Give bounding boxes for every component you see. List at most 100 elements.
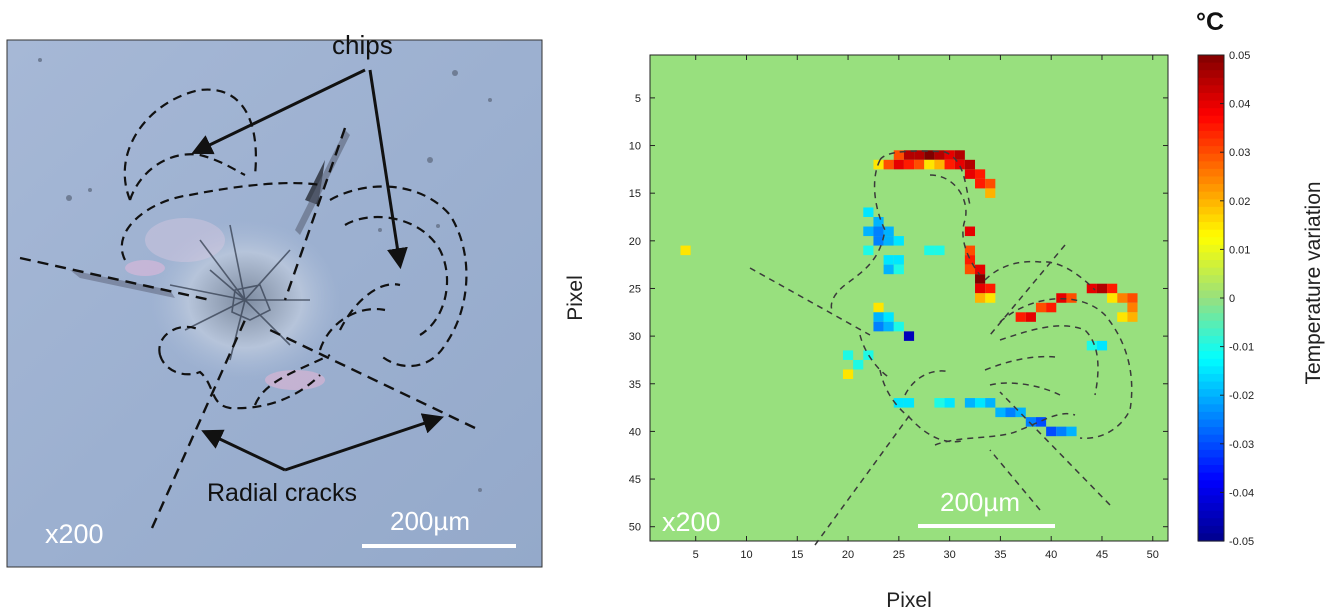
colorbar-segment bbox=[1198, 115, 1224, 124]
x-tick-label: 5 bbox=[693, 549, 699, 561]
x-tick-label: 45 bbox=[1096, 549, 1108, 561]
annotation-arrows bbox=[191, 68, 444, 472]
x-tick-label: 40 bbox=[1045, 549, 1057, 561]
x-axis-label: Pixel bbox=[886, 589, 932, 612]
heatmap-cell bbox=[1086, 283, 1097, 294]
heatmap-cell bbox=[842, 350, 854, 360]
heatmap-cell bbox=[964, 226, 976, 237]
colorbar-segment bbox=[1198, 85, 1224, 94]
colorbar-tick-label: 0.01 bbox=[1229, 244, 1250, 256]
heatmap-cell bbox=[1025, 312, 1036, 322]
colorbar-tick-label: -0.02 bbox=[1229, 390, 1254, 402]
colorbar-segment bbox=[1198, 343, 1224, 352]
heatmap-cell bbox=[893, 236, 904, 246]
heatmap-cell bbox=[893, 398, 904, 408]
colorbar-segment bbox=[1198, 282, 1224, 291]
colorbar-segment bbox=[1198, 335, 1224, 345]
colorbar-title: Temperature variation bbox=[1302, 181, 1325, 384]
heatmap-cell bbox=[873, 217, 884, 227]
colorbar-segment bbox=[1198, 244, 1224, 254]
radial-crack-lines bbox=[19, 127, 476, 529]
micrograph-scale-label: 200µm bbox=[390, 506, 470, 536]
colorbar-segment bbox=[1198, 381, 1224, 390]
cracks-arrow-right bbox=[284, 413, 444, 472]
colorbar-segment bbox=[1198, 146, 1224, 155]
colorbar-segment bbox=[1198, 525, 1224, 534]
colorbar-tick-label: 0.05 bbox=[1229, 50, 1250, 62]
heatmap-cell bbox=[863, 226, 874, 237]
thermal-map-panel: 5 10 15 20 25 30 35 40 45 50 5101520253035404550 … bbox=[564, 8, 1325, 612]
colorbar-tick-label: -0.03 bbox=[1229, 439, 1254, 451]
x-tick-label: 35 bbox=[994, 549, 1006, 561]
colorbar-segment bbox=[1198, 465, 1224, 474]
heatmap-cell bbox=[1066, 293, 1077, 303]
heatmap-cell bbox=[1096, 283, 1108, 294]
colorbar-segment bbox=[1198, 472, 1224, 481]
heatmap-cell bbox=[883, 312, 894, 322]
colorbar-segment bbox=[1198, 206, 1224, 216]
heatmap-cell bbox=[873, 312, 884, 322]
cracks-arrow-left bbox=[201, 429, 286, 472]
colorbar-tick-label: 0.02 bbox=[1229, 196, 1250, 208]
heatmap-cell bbox=[975, 169, 986, 179]
colorbar-segment bbox=[1198, 313, 1224, 322]
heatmap-cell bbox=[903, 331, 915, 341]
x-tick-label: 20 bbox=[842, 549, 854, 561]
heatmap-cell bbox=[873, 236, 884, 246]
heatmap-cells bbox=[680, 150, 1138, 437]
colorbar-segment bbox=[1198, 442, 1224, 451]
heatmap-cell bbox=[975, 398, 986, 408]
colorbar-segment bbox=[1198, 495, 1224, 504]
heatmap-cell bbox=[873, 226, 884, 237]
surface-debris bbox=[38, 58, 492, 492]
colorbar-segment bbox=[1198, 229, 1224, 238]
heatmap-cell bbox=[1107, 283, 1118, 294]
heatmap-cell bbox=[893, 150, 904, 160]
heatmap-cell bbox=[1025, 417, 1036, 427]
colorbar-segment bbox=[1198, 503, 1224, 512]
map-scale-label: 200µm bbox=[940, 487, 1020, 517]
heatmap-cell bbox=[985, 398, 996, 408]
colorbar-segment bbox=[1198, 396, 1224, 405]
y-axis-ticks: 5 10 15 20 25 30 35 40 45 50 bbox=[629, 93, 1168, 534]
heatmap-cell bbox=[1117, 293, 1128, 303]
heatmap-cell bbox=[1107, 293, 1118, 303]
colorbar-segment bbox=[1198, 427, 1224, 436]
heatmap-cell bbox=[1056, 426, 1067, 437]
colorbar-segment bbox=[1198, 320, 1224, 329]
x-tick-label: 10 bbox=[740, 549, 752, 561]
heatmap-cell bbox=[975, 274, 986, 284]
heatmap-cell bbox=[883, 236, 894, 246]
colorbar-segment bbox=[1198, 358, 1224, 367]
heatmap-cell bbox=[863, 350, 874, 360]
heatmap-cell bbox=[893, 321, 904, 332]
heatmap-cell bbox=[853, 359, 864, 370]
heatmap-cell bbox=[1035, 417, 1047, 427]
heatmap-cell bbox=[924, 159, 935, 170]
heatmap-cell bbox=[873, 302, 884, 313]
heatmap-cell bbox=[924, 245, 935, 256]
colorbar-segment bbox=[1198, 267, 1224, 276]
heatmap-cell bbox=[964, 169, 976, 179]
colorbar-segment bbox=[1198, 168, 1224, 178]
colorbar-segment bbox=[1198, 533, 1224, 542]
colorbar-segment bbox=[1198, 404, 1224, 413]
colorbar-segment bbox=[1198, 214, 1224, 223]
heatmap-cell bbox=[893, 255, 904, 265]
colorbar-segment bbox=[1198, 487, 1224, 497]
chips-arrow-left bbox=[191, 68, 366, 155]
colorbar-segment bbox=[1198, 510, 1224, 519]
colorbar-segment bbox=[1198, 55, 1224, 64]
colorbar-segment bbox=[1198, 176, 1224, 185]
chips-annotation: chips bbox=[332, 30, 393, 60]
chips-arrow-right bbox=[368, 69, 408, 270]
colorbar-segment bbox=[1198, 290, 1224, 299]
y-tick-label: 5 bbox=[635, 93, 641, 105]
colorbar-segment bbox=[1198, 373, 1224, 383]
colorbar-segment bbox=[1198, 138, 1224, 147]
x-tick-label: 15 bbox=[791, 549, 803, 561]
colorbar-segment bbox=[1198, 237, 1224, 246]
y-tick-label: 25 bbox=[629, 283, 641, 295]
heatmap-cell bbox=[1127, 293, 1138, 303]
